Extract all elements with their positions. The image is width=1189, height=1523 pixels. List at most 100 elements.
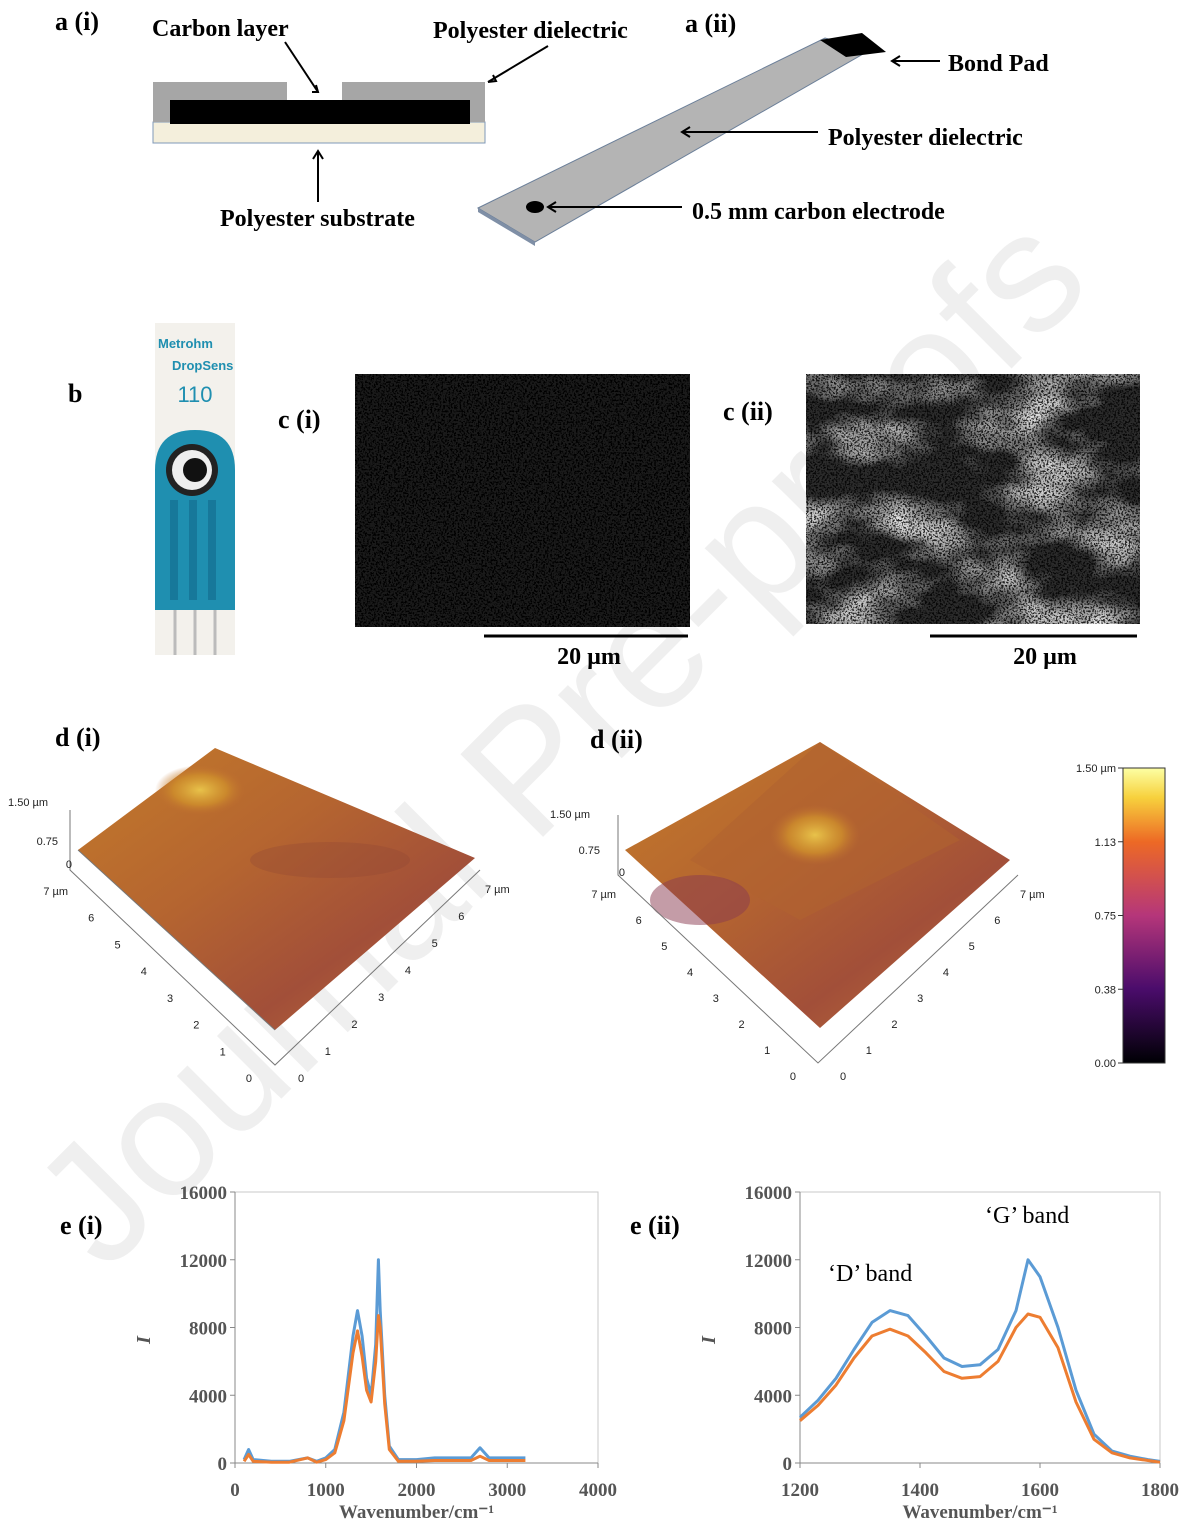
colorbar-tick-label: 0.00: [1095, 1058, 1116, 1070]
plot-frame: [800, 1192, 1160, 1463]
panel-label: c (i): [278, 405, 321, 434]
x-tick-label: 1400: [901, 1480, 939, 1501]
x-tick-label: 1: [764, 1045, 770, 1057]
figure: Journal Pre-proofs a (i) Carbon layer Po…: [0, 0, 1189, 1523]
x-tick-label: 3: [713, 993, 719, 1005]
x-axis-label: Wavenumber/cm⁻¹: [902, 1502, 1057, 1523]
y-tick-label: 1: [866, 1045, 872, 1057]
callout: 0.5 mm carbon electrode: [692, 199, 945, 225]
x-tick-label: 0: [246, 1073, 252, 1085]
y-tick-label: 2: [891, 1019, 897, 1031]
y-tick-label: 6: [458, 911, 464, 923]
series-line: [244, 1316, 525, 1463]
callout: Carbon layer: [152, 16, 289, 42]
panel-label: d (i): [55, 723, 101, 752]
annotation: ‘D’ band: [828, 1261, 912, 1287]
y-tick-label: 16000: [180, 1183, 228, 1204]
y-tick-label: 0: [218, 1454, 228, 1475]
x-tick-label: 0: [230, 1480, 240, 1501]
y-tick-label: 8000: [189, 1319, 227, 1340]
z-tick-label: 1.50 µm: [8, 797, 48, 809]
plot-frame: [235, 1192, 598, 1463]
x-tick-label: 2: [193, 1020, 199, 1032]
colorbar-tick-label: 0.38: [1095, 984, 1116, 996]
z-tick-label: 0: [66, 859, 72, 871]
x-tick-label: 5: [114, 939, 120, 951]
y-tick-label: 3: [917, 993, 923, 1005]
panel-label: c (ii): [723, 397, 773, 426]
y-tick-label: 0: [298, 1073, 304, 1085]
y-tick-label: 0: [840, 1071, 846, 1083]
model: 110: [177, 382, 212, 407]
panel-label: b: [68, 379, 82, 408]
y-tick-label: 16000: [745, 1183, 793, 1204]
series-line: [800, 1314, 1160, 1462]
x-tick-label: 6: [88, 913, 94, 925]
z-tick-label: 0: [619, 867, 625, 879]
callout: Polyester dielectric: [433, 18, 628, 44]
x-tick-label: 3: [167, 993, 173, 1005]
sem-texture: [355, 374, 690, 627]
cross-section: [153, 42, 548, 202]
y-tick-label: 4: [405, 965, 411, 977]
x-tick-label: 3000: [488, 1480, 526, 1501]
x-tick-label: 1800: [1141, 1480, 1179, 1501]
sem-texture: [806, 374, 1140, 624]
y-tick-label: 4000: [189, 1386, 227, 1407]
y-tick-label: 6: [994, 915, 1000, 927]
callout: Bond Pad: [948, 51, 1049, 77]
x-tick-label: 1200: [781, 1480, 819, 1501]
panel-label: d (ii): [590, 725, 643, 754]
x-tick-label: 5: [661, 941, 667, 953]
z-tick-label: 0.75: [37, 836, 58, 848]
colorbar-tick-label: 1.13: [1095, 837, 1116, 849]
y-tick-label: 8000: [754, 1319, 792, 1340]
x-tick-label: 4000: [579, 1480, 617, 1501]
z-tick-label: 0.75: [579, 845, 600, 857]
y-tick-label: 1: [325, 1046, 331, 1058]
x-axis-label: Wavenumber/cm⁻¹: [339, 1502, 494, 1523]
colorbar-tick-label: 1.50 µm: [1076, 763, 1116, 775]
x-tick-label: 4: [141, 966, 147, 978]
y-tick-label: 5: [432, 938, 438, 950]
y-tick-label: 5: [969, 941, 975, 953]
y-tick-label: 7 µm: [485, 884, 510, 896]
panel-label: a (ii): [685, 9, 736, 38]
y-tick-label: 4000: [754, 1386, 792, 1407]
y-tick-label: 12000: [745, 1251, 793, 1272]
series-line: [244, 1260, 525, 1462]
panel-label: a (i): [55, 7, 99, 36]
afm-surface: [618, 742, 1018, 1063]
scale-label: 20 µm: [557, 644, 621, 670]
y-axis-label: I: [698, 1335, 720, 1345]
callout: Polyester substrate: [220, 206, 415, 232]
brand: Metrohm: [158, 336, 213, 351]
x-tick-label: 6: [636, 915, 642, 927]
x-tick-label: 0: [790, 1071, 796, 1083]
callout: Polyester dielectric: [828, 125, 1023, 151]
panel-label: e (ii): [630, 1211, 680, 1240]
x-tick-label: 4: [687, 967, 693, 979]
x-tick-label: 1000: [307, 1480, 345, 1501]
x-tick-label: 2000: [398, 1480, 436, 1501]
panel-label: e (i): [60, 1211, 103, 1240]
colorbar: [1123, 768, 1165, 1063]
y-tick-label: 0: [783, 1454, 793, 1475]
x-tick-label: 2: [738, 1019, 744, 1031]
brand: DropSens: [172, 358, 233, 373]
scale-label: 20 µm: [1013, 644, 1077, 670]
x-tick-label: 7 µm: [591, 889, 616, 901]
colorbar-tick-label: 0.75: [1095, 911, 1116, 923]
y-tick-label: 12000: [180, 1251, 228, 1272]
x-tick-label: 1: [220, 1046, 226, 1058]
y-tick-label: 4: [943, 967, 949, 979]
y-tick-label: 2: [351, 1019, 357, 1031]
x-tick-label: 7 µm: [43, 886, 68, 898]
y-tick-label: 3: [378, 992, 384, 1004]
annotation: ‘G’ band: [985, 1203, 1069, 1229]
y-axis-label: I: [133, 1335, 155, 1345]
x-tick-label: 1600: [1021, 1480, 1059, 1501]
z-tick-label: 1.50 µm: [550, 809, 590, 821]
y-tick-label: 7 µm: [1020, 889, 1045, 901]
